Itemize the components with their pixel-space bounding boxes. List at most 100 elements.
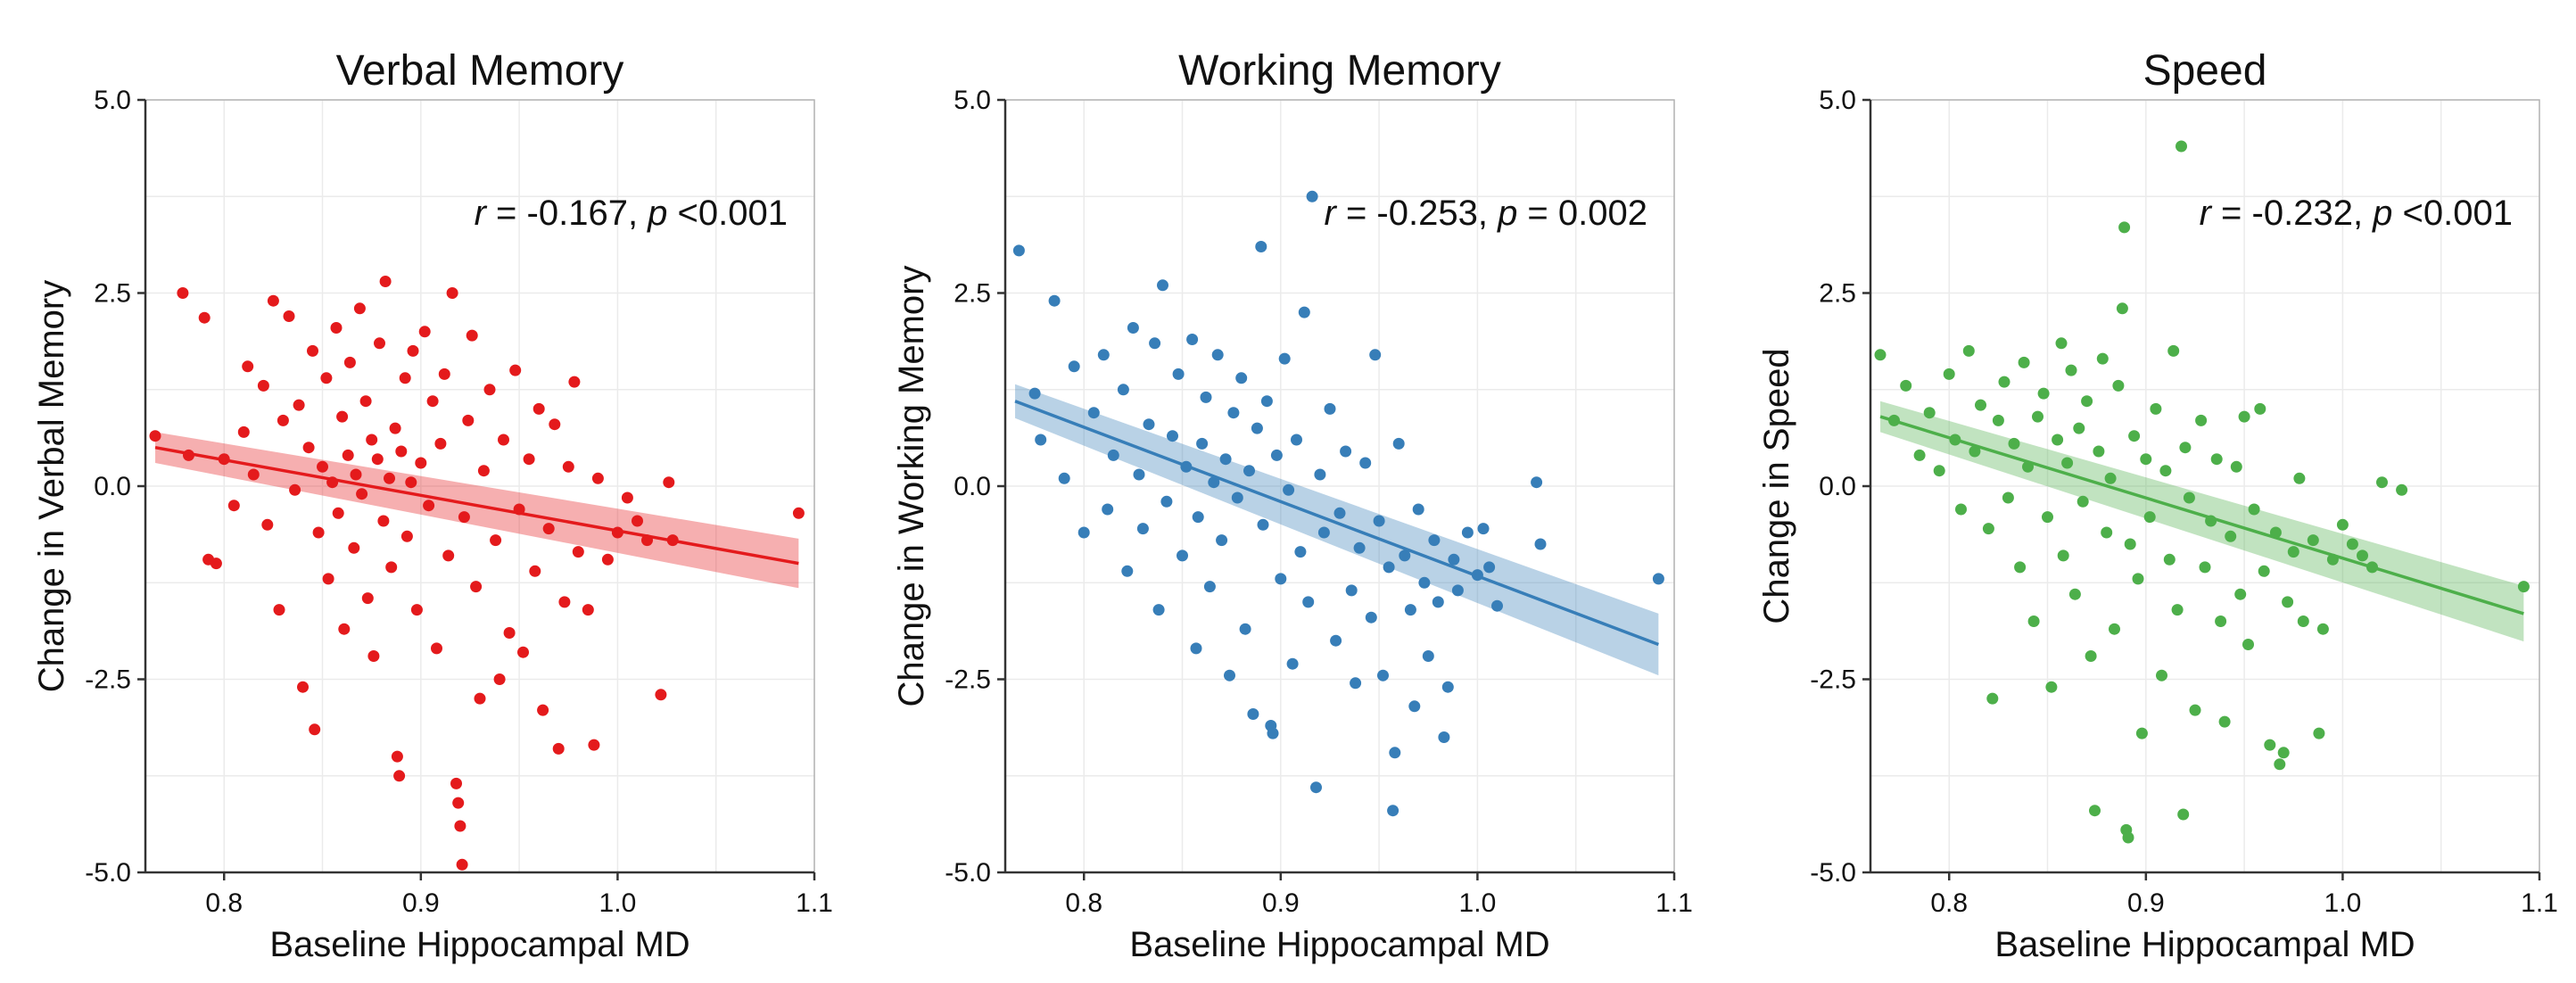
data-point xyxy=(2085,650,2097,662)
data-point xyxy=(2277,747,2290,759)
panel-title: Verbal Memory xyxy=(336,47,624,95)
data-point xyxy=(655,689,667,701)
panel-title: Speed xyxy=(2143,47,2267,95)
data-point xyxy=(1117,384,1129,396)
data-point xyxy=(2274,758,2286,771)
data-point xyxy=(242,360,254,373)
data-point xyxy=(1077,526,1090,539)
data-point xyxy=(342,449,354,461)
data-point xyxy=(407,344,419,357)
data-point xyxy=(426,395,439,408)
data-point xyxy=(277,414,289,426)
data-point xyxy=(1087,407,1100,419)
data-point xyxy=(537,704,549,716)
data-point xyxy=(177,287,189,299)
data-point xyxy=(1369,349,1382,361)
data-point xyxy=(1224,669,1235,681)
data-point xyxy=(1432,596,1444,608)
data-point xyxy=(2517,581,2530,593)
data-point xyxy=(1438,731,1450,743)
data-point xyxy=(1373,515,1385,527)
data-point xyxy=(2116,302,2128,315)
data-point xyxy=(395,445,408,458)
data-point xyxy=(1270,449,1283,461)
data-point xyxy=(452,797,465,809)
data-point xyxy=(533,402,545,415)
x-tick-label: 1.1 xyxy=(1655,888,1693,918)
data-point xyxy=(267,294,279,307)
data-point xyxy=(1923,407,1936,419)
y-axis-title: Change in Verbal Memory xyxy=(32,280,71,692)
data-point xyxy=(562,460,574,473)
data-point xyxy=(632,515,643,527)
data-point xyxy=(302,442,315,454)
data-point xyxy=(483,384,496,396)
data-point xyxy=(2109,623,2120,635)
data-point xyxy=(2282,596,2294,608)
correlation-annotation: r = -0.253, p = 0.002 xyxy=(1325,194,1648,233)
data-point xyxy=(431,642,442,655)
y-tick-label: -2.5 xyxy=(945,665,991,695)
x-tick-label: 1.1 xyxy=(2521,888,2558,918)
data-point xyxy=(1203,581,1216,593)
data-point xyxy=(149,430,161,442)
x-tick-label: 1.0 xyxy=(2324,888,2362,918)
data-point xyxy=(2316,623,2329,635)
data-point xyxy=(210,558,222,570)
data-point xyxy=(2057,549,2069,562)
chart-panel: -5.0 -2.5 0.0 2.5 5.0 0.8 0.9 1.0 1.1 Working Mem… xyxy=(892,47,1693,964)
data-point xyxy=(1531,476,1543,489)
data-point xyxy=(377,515,390,527)
data-point xyxy=(498,434,509,446)
data-point xyxy=(1200,391,1212,403)
y-tick-label: 2.5 xyxy=(1819,279,1856,309)
data-point xyxy=(261,518,274,531)
x-tick-label: 0.9 xyxy=(2127,888,2165,918)
data-point xyxy=(2254,402,2266,415)
data-point xyxy=(1992,414,2004,426)
data-point xyxy=(1353,541,1366,554)
data-point xyxy=(2065,364,2077,376)
data-point xyxy=(2081,395,2093,408)
chart-panel: -5.0 -2.5 0.0 2.5 5.0 0.8 0.9 1.0 1.1 Verbal Memo… xyxy=(32,47,833,964)
data-point xyxy=(1068,360,1080,373)
data-point xyxy=(1149,337,1161,350)
data-point xyxy=(2135,727,2148,739)
data-point xyxy=(1196,437,1209,450)
data-point xyxy=(1048,294,1061,307)
data-point xyxy=(2264,739,2276,751)
data-point xyxy=(1291,434,1302,446)
data-point xyxy=(1136,523,1149,535)
y-tick-label: 2.5 xyxy=(954,279,991,309)
y-axis-title: Change in Speed xyxy=(1757,348,1796,624)
data-point xyxy=(1408,700,1421,713)
data-point xyxy=(391,750,403,763)
data-point xyxy=(1235,372,1248,384)
data-point xyxy=(2140,453,2152,466)
data-point xyxy=(2225,530,2237,542)
data-point xyxy=(2167,344,2180,357)
data-point xyxy=(2396,483,2408,496)
data-point xyxy=(621,492,633,504)
data-point xyxy=(2014,561,2027,574)
data-point xyxy=(1491,599,1503,612)
data-point xyxy=(1152,604,1165,616)
data-point xyxy=(330,322,343,334)
data-point xyxy=(1377,669,1389,681)
panel-title: Working Memory xyxy=(1178,47,1501,95)
data-point xyxy=(289,483,301,496)
confidence-band xyxy=(1880,401,2524,642)
data-point xyxy=(361,592,374,605)
data-point xyxy=(1127,322,1139,334)
data-point xyxy=(529,565,541,577)
data-point xyxy=(1330,634,1342,647)
data-point xyxy=(1260,395,1273,408)
data-point xyxy=(1392,437,1405,450)
data-point xyxy=(1058,472,1070,484)
data-point xyxy=(1383,561,1395,574)
x-tick-label: 0.9 xyxy=(402,888,440,918)
data-point xyxy=(1477,523,1490,535)
data-point xyxy=(1998,376,2010,388)
data-point xyxy=(1652,573,1664,585)
